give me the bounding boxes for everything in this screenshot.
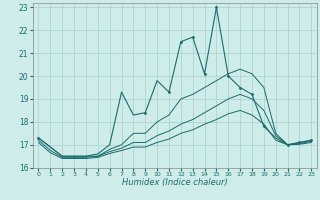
X-axis label: Humidex (Indice chaleur): Humidex (Indice chaleur): [122, 178, 228, 187]
